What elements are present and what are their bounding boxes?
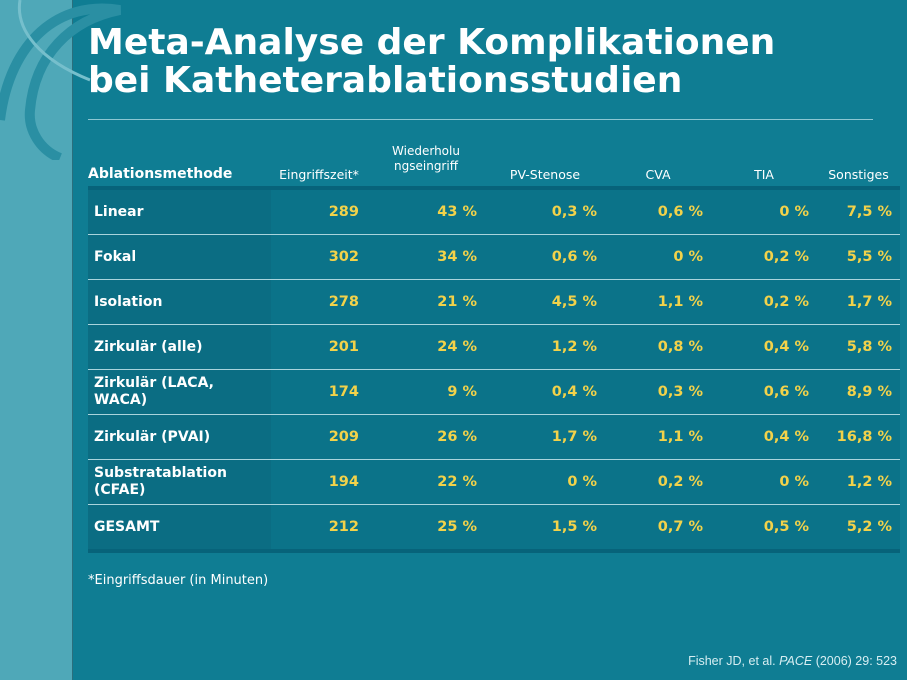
cell-sonstiges: 7,5 % [817, 188, 900, 235]
citation-authors: Fisher JD, et al. [688, 654, 776, 668]
left-decorative-band [0, 0, 73, 680]
cell-pv-stenose: 0,6 % [485, 234, 605, 280]
cell-cva: 0,8 % [605, 324, 711, 370]
cell-cva: 1,1 % [605, 414, 711, 460]
row-method-label: Zirkulär (LACA, WACA) [88, 369, 271, 415]
cell-eingriffszeit: 209 [271, 414, 367, 460]
cell-pv-stenose: 4,5 % [485, 279, 605, 325]
cell-pv-stenose: 0,3 % [485, 188, 605, 235]
footnote: *Eingriffsdauer (in Minuten) [88, 573, 269, 588]
citation: Fisher JD, et al. PACE (2006) 29: 523 [688, 654, 897, 668]
swirl-decoration-icon [0, 0, 122, 160]
cell-tia: 0,2 % [711, 279, 817, 325]
cell-wiederholung: 21 % [367, 279, 485, 325]
page-title: Meta-Analyse der Komplikationen bei Kath… [88, 24, 888, 100]
cell-sonstiges: 8,9 % [817, 369, 900, 415]
cell-cva: 0,7 % [605, 504, 711, 553]
cell-tia: 0 % [711, 459, 817, 505]
row-method-label: Zirkulär (PVAI) [88, 414, 271, 460]
citation-details: (2006) 29: 523 [815, 654, 897, 668]
cell-wiederholung: 34 % [367, 234, 485, 280]
cell-wiederholung: 25 % [367, 504, 485, 553]
cell-tia: 0,2 % [711, 234, 817, 280]
complications-table: Ablationsmethode Eingriffszeit* Wiederho… [88, 142, 900, 553]
cell-pv-stenose: 1,2 % [485, 324, 605, 370]
cell-pv-stenose: 0 % [485, 459, 605, 505]
table-row: Substratablation (CFAE) 194 22 % 0 % 0,2… [88, 459, 900, 505]
cell-wiederholung: 24 % [367, 324, 485, 370]
title-line-1: Meta-Analyse der Komplikationen [88, 22, 776, 63]
row-method-label: Zirkulär (alle) [88, 324, 271, 370]
cell-tia: 0,5 % [711, 504, 817, 553]
cell-wiederholung: 43 % [367, 188, 485, 235]
cell-wiederholung: 9 % [367, 369, 485, 415]
cell-eingriffszeit: 201 [271, 324, 367, 370]
cell-pv-stenose: 0,4 % [485, 369, 605, 415]
cell-sonstiges: 5,5 % [817, 234, 900, 280]
row-method-label: GESAMT [88, 504, 271, 553]
cell-cva: 1,1 % [605, 279, 711, 325]
cell-sonstiges: 1,7 % [817, 279, 900, 325]
cell-sonstiges: 1,2 % [817, 459, 900, 505]
header-sonstiges: Sonstiges [828, 167, 889, 182]
table-row: Fokal 302 34 % 0,6 % 0 % 0,2 % 5,5 % [88, 234, 900, 280]
cell-eingriffszeit: 194 [271, 459, 367, 505]
row-method-label: Isolation [88, 279, 271, 325]
table-row: Zirkulär (PVAI) 209 26 % 1,7 % 1,1 % 0,4… [88, 414, 900, 460]
cell-tia: 0,4 % [711, 324, 817, 370]
header-tia: TIA [754, 167, 774, 182]
cell-eingriffszeit: 278 [271, 279, 367, 325]
header-ablationsmethode: Ablationsmethode [88, 166, 233, 182]
header-wiederholungseingriff: Wiederholu ngseingriff [392, 144, 460, 173]
cell-cva: 0,3 % [605, 369, 711, 415]
row-method-label: Fokal [88, 234, 271, 280]
cell-cva: 0,2 % [605, 459, 711, 505]
cell-eingriffszeit: 289 [271, 188, 367, 235]
title-line-2: bei Katheterablationsstudien [88, 60, 683, 101]
header-cva: CVA [645, 167, 671, 182]
cell-pv-stenose: 1,5 % [485, 504, 605, 553]
table-row: Isolation 278 21 % 4,5 % 1,1 % 0,2 % 1,7… [88, 279, 900, 325]
cell-eingriffszeit: 174 [271, 369, 367, 415]
cell-eingriffszeit: 212 [271, 504, 367, 553]
header-eingriffszeit: Eingriffszeit* [279, 167, 359, 182]
cell-sonstiges: 5,2 % [817, 504, 900, 553]
cell-cva: 0,6 % [605, 188, 711, 235]
cell-pv-stenose: 1,7 % [485, 414, 605, 460]
title-divider [88, 119, 873, 120]
row-method-label: Linear [88, 188, 271, 235]
cell-wiederholung: 22 % [367, 459, 485, 505]
cell-tia: 0,4 % [711, 414, 817, 460]
row-method-label: Substratablation (CFAE) [88, 459, 271, 505]
table-header-row: Ablationsmethode Eingriffszeit* Wiederho… [88, 142, 900, 188]
header-pv-stenose: PV-Stenose [509, 167, 581, 182]
table-row: Linear 289 43 % 0,3 % 0,6 % 0 % 7,5 % [88, 188, 900, 235]
citation-journal: PACE [779, 654, 813, 668]
table-row: Zirkulär (LACA, WACA) 174 9 % 0,4 % 0,3 … [88, 369, 900, 415]
cell-cva: 0 % [605, 234, 711, 280]
cell-tia: 0 % [711, 188, 817, 235]
table-row-total: GESAMT 212 25 % 1,5 % 0,7 % 0,5 % 5,2 % [88, 504, 900, 553]
cell-sonstiges: 5,8 % [817, 324, 900, 370]
cell-sonstiges: 16,8 % [817, 414, 900, 460]
table-row: Zirkulär (alle) 201 24 % 1,2 % 0,8 % 0,4… [88, 324, 900, 370]
cell-eingriffszeit: 302 [271, 234, 367, 280]
cell-wiederholung: 26 % [367, 414, 485, 460]
cell-tia: 0,6 % [711, 369, 817, 415]
